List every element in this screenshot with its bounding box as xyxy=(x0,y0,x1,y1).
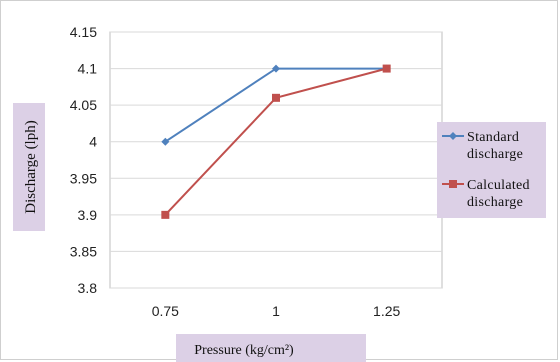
x-tick-label: 0.75 xyxy=(152,303,179,319)
y-tick-label: 3.95 xyxy=(70,170,97,186)
series xyxy=(161,64,391,219)
y-tick-label: 4 xyxy=(89,134,97,150)
legend-marker xyxy=(449,180,457,188)
y-tick-label: 3.85 xyxy=(70,243,97,259)
x-axis-label: Pressure (kg/cm²) xyxy=(194,343,294,358)
plot-area xyxy=(109,31,443,289)
data-point xyxy=(161,137,170,146)
legend: Standard discharge Calculated discharge xyxy=(442,130,530,210)
data-point xyxy=(272,64,280,73)
y-tick-label: 4.1 xyxy=(78,61,98,77)
legend-label: discharge xyxy=(467,195,523,210)
x-tick-labels: 0.75 1 1.25 xyxy=(152,303,401,319)
x-tick-label: 1 xyxy=(272,303,280,319)
y-axis-label: Discharge (lph) xyxy=(23,120,39,213)
y-tick-labels: 3.8 3.85 3.9 3.95 4 4.05 4.1 4.15 xyxy=(70,24,97,296)
y-tick-label: 4.15 xyxy=(70,24,97,40)
y-axis-label-box xyxy=(13,103,45,231)
x-tick-label: 1.25 xyxy=(373,303,400,319)
legend-box xyxy=(437,122,546,218)
data-point xyxy=(272,93,280,102)
legend-label: discharge xyxy=(467,147,523,162)
data-point xyxy=(382,64,391,73)
legend-marker xyxy=(449,132,457,140)
y-tick-label: 4.05 xyxy=(70,97,97,113)
data-point xyxy=(161,210,170,219)
x-axis-label-box xyxy=(176,334,366,362)
legend-label: Standard xyxy=(467,130,519,145)
y-tick-label: 3.8 xyxy=(78,280,98,296)
legend-label: Calculated xyxy=(467,178,530,193)
y-tick-label: 3.9 xyxy=(78,207,98,223)
